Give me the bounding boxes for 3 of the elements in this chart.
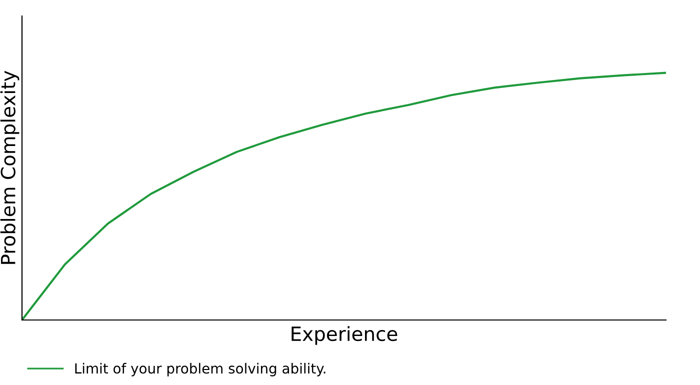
x-axis-title: Experience <box>292 326 398 345</box>
legend-label: Limit of your problem solving ability. <box>75 362 326 376</box>
y-axis-title: Problem Complexity <box>0 70 20 264</box>
